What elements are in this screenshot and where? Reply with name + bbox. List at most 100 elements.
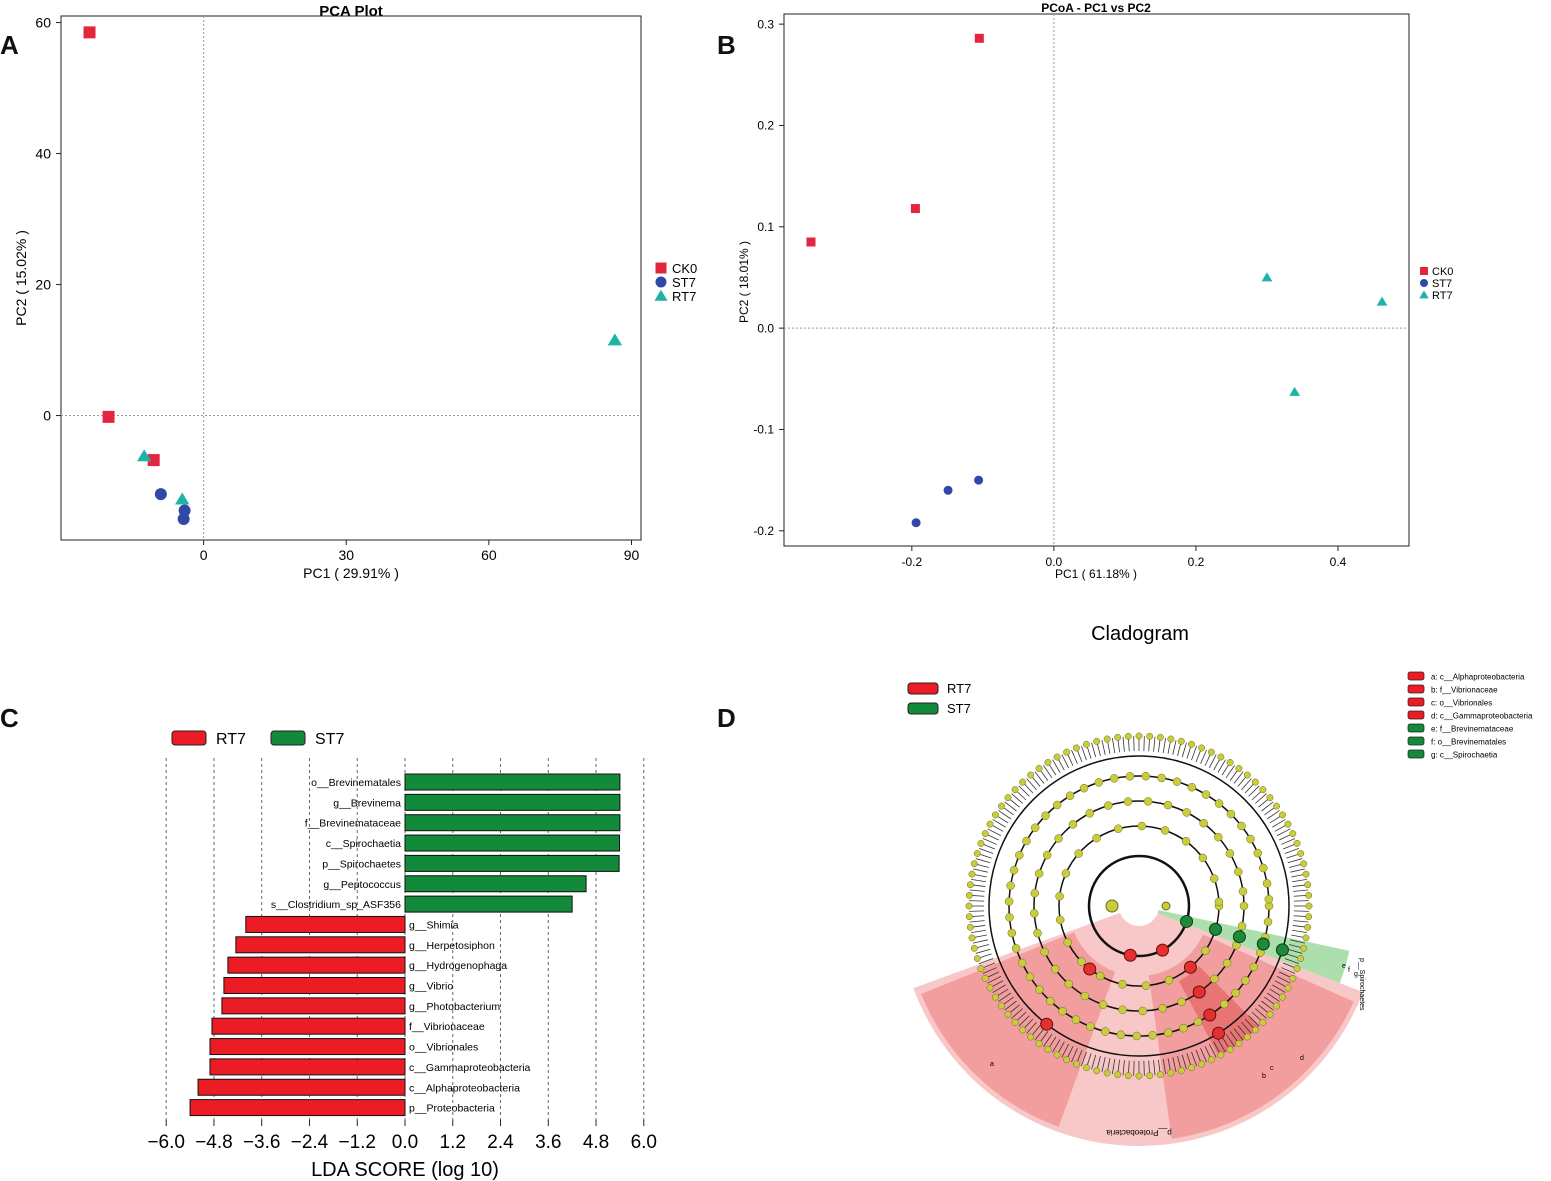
cladogram-leaf-node <box>1188 1064 1195 1072</box>
cladogram-node <box>1042 850 1052 860</box>
point-rt7 <box>1376 296 1388 306</box>
cladogram-leaf-node <box>1207 1056 1215 1064</box>
cladogram-branch <box>1122 1060 1125 1076</box>
y-tick-label: 40 <box>35 145 51 161</box>
cladogram-node <box>1092 833 1101 843</box>
cladogram-leaf-node <box>1053 1051 1061 1059</box>
cladogram-leaf-node <box>1266 794 1274 802</box>
lda-axis-ticks: −6.0 −4.8 −3.6 −2.4 −1.2 0.0 1.2 2.4 3.6 4.8 6.0 <box>147 1120 657 1153</box>
legend-label-st7: ST7 <box>1432 278 1452 290</box>
x-tick-label: 0 <box>200 547 208 563</box>
pcoa-y-label: PC2 ( 18.01% ) <box>737 241 751 323</box>
legend-marker-ck0 <box>1420 267 1428 275</box>
cladogram-leaf-node <box>965 891 973 899</box>
cladogram-branch <box>1269 814 1283 824</box>
cladogram-node <box>1225 849 1235 858</box>
lda-bar-label: c__Gammaproteobacteria <box>409 1062 531 1074</box>
cladogram-leaf-node <box>1035 1040 1043 1047</box>
cladogram-branch <box>1281 967 1296 974</box>
cladogram-node <box>1101 1027 1110 1036</box>
cladogram-branch <box>1018 785 1030 797</box>
lda-bar-label: o__Vibrionales <box>409 1042 478 1054</box>
cladogram-node <box>1055 915 1065 925</box>
cladogram-node <box>1030 888 1040 898</box>
cladogram-branch <box>1186 744 1192 759</box>
cladogram-branch <box>1127 1060 1130 1076</box>
cladogram-branch <box>1030 1025 1041 1038</box>
cladogram-branch <box>1209 1043 1217 1058</box>
cladogram-branch <box>1022 781 1034 794</box>
cladogram-node <box>1086 1022 1095 1031</box>
cladogram-leaf-node <box>1289 974 1297 982</box>
cladogram-leaf-node <box>992 811 999 819</box>
cladogram-leaf-node <box>1072 1060 1080 1068</box>
cladogram-node <box>1214 901 1224 911</box>
cladogram-leaf-node <box>1103 735 1111 743</box>
lda-tick-label: 1.2 <box>440 1132 466 1153</box>
cladogram-branch <box>1153 736 1156 752</box>
cladogram-leaf-node <box>1011 1018 1019 1026</box>
clade-label-spirochaetes: p__Spirochaetes <box>1358 958 1365 1011</box>
cladogram-leaf-node <box>1226 1046 1234 1053</box>
cladogram-key-label: c: o__Vibrionales <box>1431 699 1492 708</box>
cladogram-branch <box>1274 980 1289 989</box>
cladogram-leaf-node <box>1302 934 1310 942</box>
cladogram-leaf-node <box>1207 748 1215 756</box>
cladogram-node <box>1015 850 1024 860</box>
cladogram-node <box>1253 848 1263 858</box>
cladogram-leaf-node <box>1305 913 1313 921</box>
cladogram-branch <box>1052 759 1061 773</box>
lda-bar <box>404 814 621 832</box>
cladogram-branch <box>1221 1036 1231 1050</box>
legend-label-ck0: CK0 <box>672 261 697 276</box>
cladogram-rt7-node <box>1192 985 1206 999</box>
cladogram-leaf-node <box>1226 759 1234 766</box>
lda-bar-label: p__Proteobacteria <box>409 1103 495 1115</box>
cladogram-node <box>1264 894 1274 904</box>
cladogram-branch <box>1279 971 1293 979</box>
cladogram-branch <box>1177 1056 1182 1071</box>
cladogram-leaf-node <box>1217 753 1225 761</box>
cladogram-leaf-node <box>1114 1071 1122 1079</box>
cladogram-leaf-node <box>1302 870 1310 878</box>
cladogram-node <box>1264 901 1274 911</box>
legend-marker-st7 <box>1420 279 1428 287</box>
cladogram-branch <box>1030 774 1041 787</box>
cladogram-leaf-node <box>986 820 994 828</box>
cladogram-branch <box>1292 879 1307 883</box>
cladogram-branch <box>982 967 997 974</box>
cladogram-node <box>1123 797 1133 806</box>
cladogram-branch <box>1293 889 1309 892</box>
cladogram-node <box>1035 985 1044 994</box>
cladogram-branch <box>1076 1049 1083 1065</box>
clade-sector-spirochaetes <box>1157 910 1350 984</box>
cladogram-leaf-node <box>1304 923 1312 931</box>
cladogram-branch <box>992 819 1006 828</box>
cladogram-leaf-node <box>1305 902 1313 910</box>
cladogram-branch <box>1001 996 1014 1007</box>
cladogram-node <box>1158 1004 1167 1013</box>
cladogram-branch <box>1290 939 1305 944</box>
point-ck0 <box>147 454 160 467</box>
cladogram-branch <box>1251 789 1264 801</box>
cladogram-leaf-node <box>998 1002 1005 1010</box>
point-ck0 <box>83 26 96 39</box>
cladogram-branch <box>1293 894 1309 897</box>
cladogram-node <box>1214 897 1224 907</box>
cladogram-branch <box>978 848 994 854</box>
cladogram-node <box>1118 980 1127 989</box>
y-tick-label: 60 <box>35 14 51 30</box>
lda-bar <box>404 895 573 913</box>
lda-bar-label: g__Brevinema <box>333 797 401 809</box>
cladogram-node <box>1079 783 1089 793</box>
pcoa-title: PCoA - PC1 vs PC2 <box>1041 1 1151 15</box>
cladogram-rt7-node <box>1155 943 1169 957</box>
point-rt7 <box>1261 272 1273 282</box>
y-tick-label: 20 <box>35 276 51 292</box>
cladogram-node <box>1034 869 1044 878</box>
cladogram-branch <box>995 988 1009 998</box>
cladogram-branch <box>1276 828 1291 836</box>
cladogram-leaf-node <box>992 993 999 1001</box>
lda-tick-label: −2.4 <box>291 1132 329 1153</box>
